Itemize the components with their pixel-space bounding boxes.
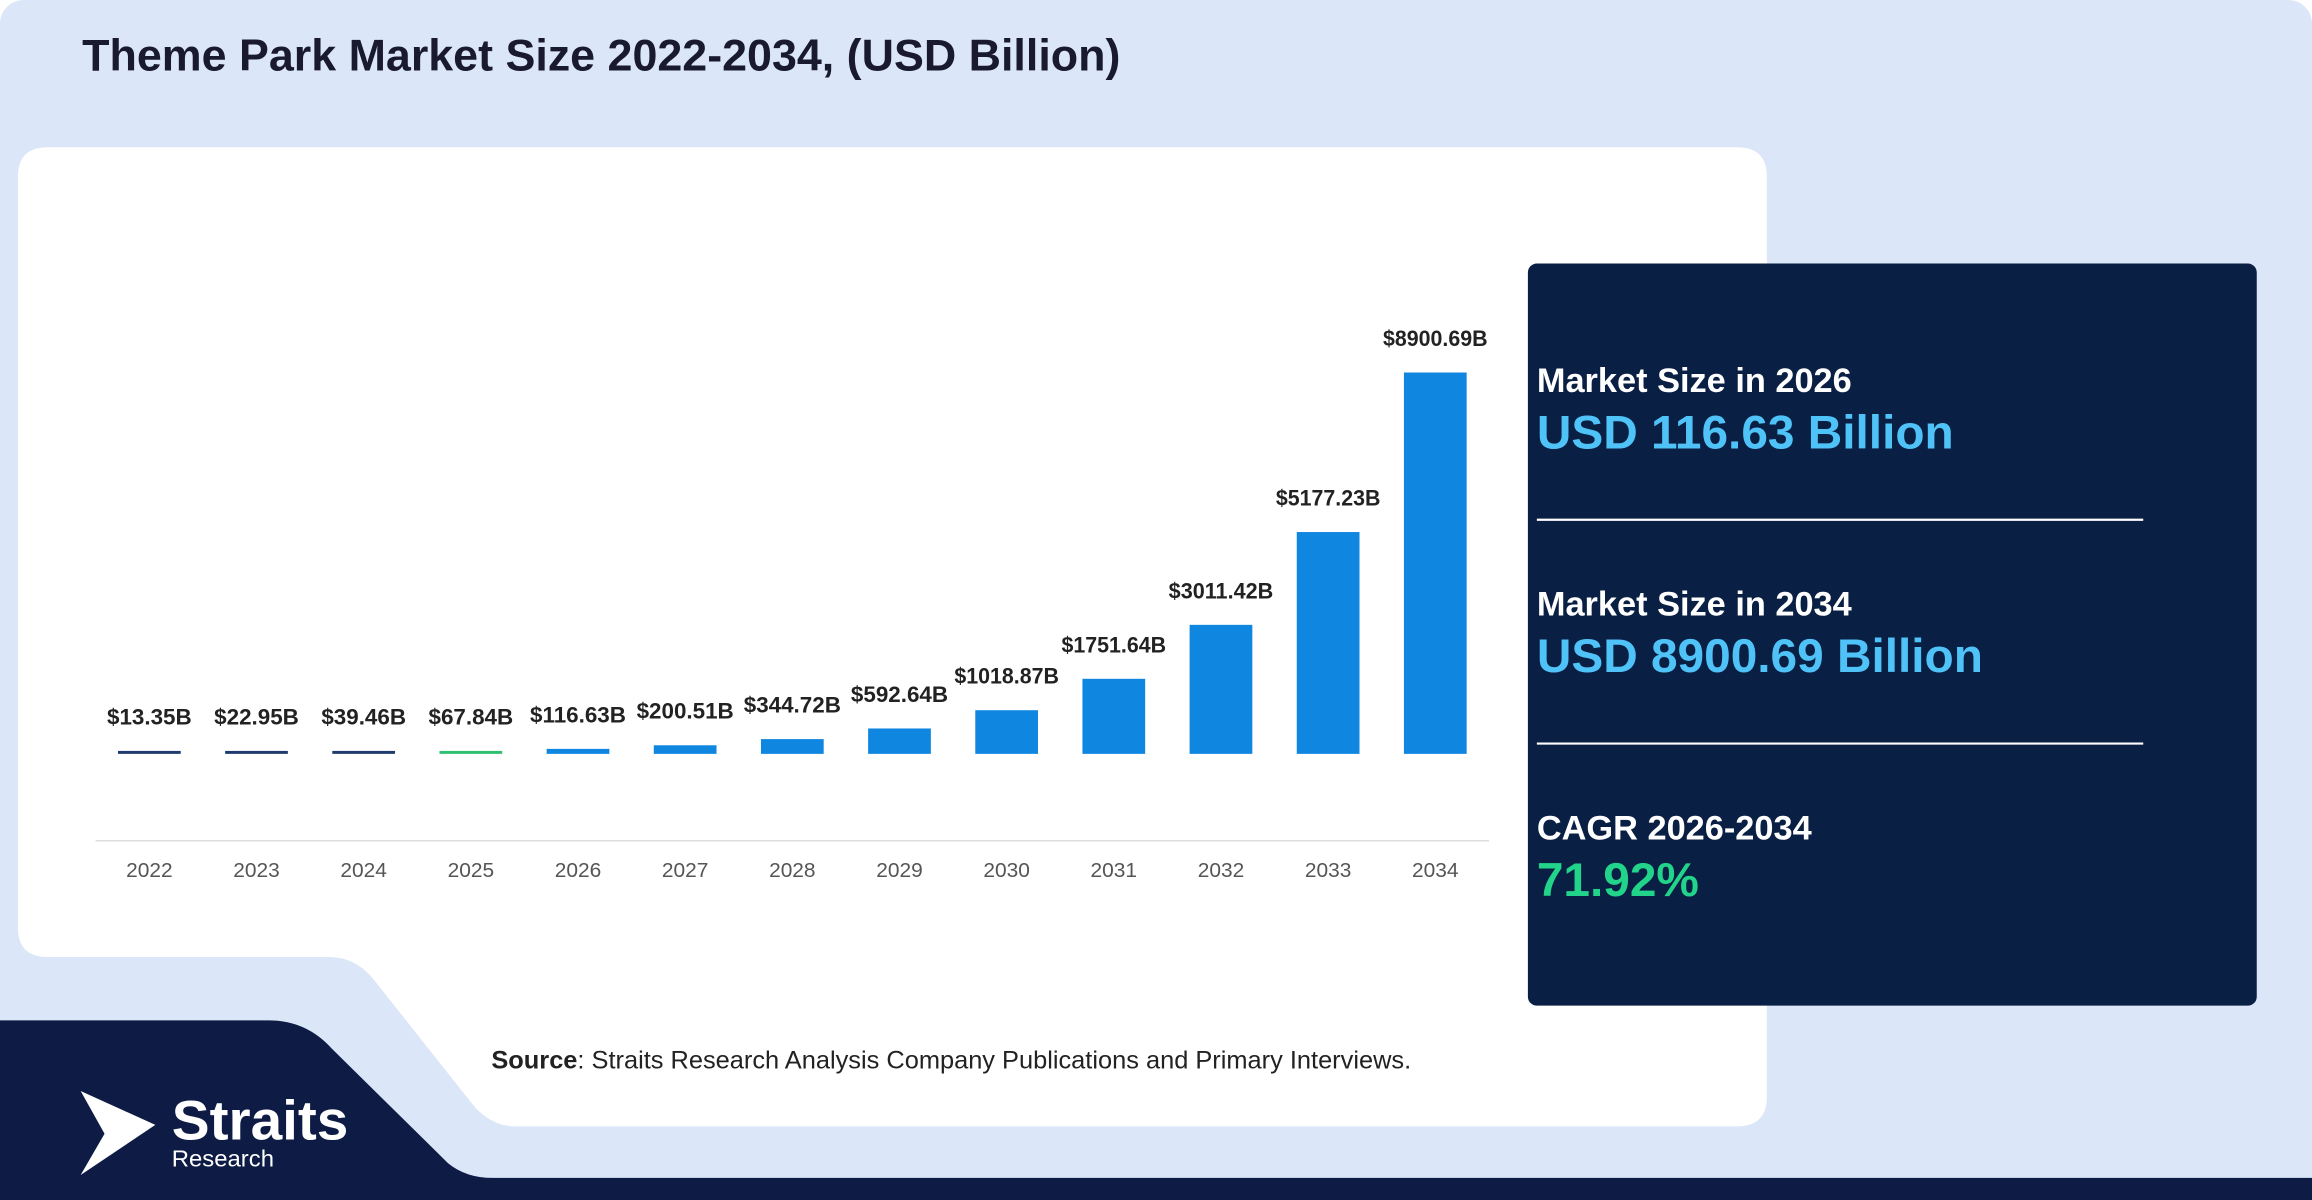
bar bbox=[117, 750, 181, 754]
title: Theme Park Market Size 2022-2034, (USD B… bbox=[82, 32, 1120, 81]
source-text: : Straits Research Analysis Company Publ… bbox=[577, 1046, 1411, 1074]
x-tick-label: 2034 bbox=[1412, 859, 1458, 882]
summary-list: Market Size in 2026 USD 116.63 Billion Mar… bbox=[1537, 362, 2144, 907]
source-label: Source bbox=[491, 1046, 577, 1074]
logo-name: Straits bbox=[172, 1089, 349, 1152]
bar bbox=[1296, 532, 1360, 754]
value-label: $200.51B bbox=[637, 699, 734, 724]
bar bbox=[1189, 624, 1253, 754]
value-label: $39.46B bbox=[321, 705, 406, 730]
x-tick-label: 2028 bbox=[769, 859, 815, 882]
summary-label: CAGR 2026-2034 bbox=[1537, 810, 1812, 848]
value-label: $8900.69B bbox=[1383, 326, 1488, 351]
bar bbox=[653, 745, 717, 754]
x-tick-label: 2030 bbox=[983, 859, 1029, 882]
bar bbox=[1082, 678, 1146, 754]
x-tick-label: 2031 bbox=[1091, 859, 1137, 882]
value-label: $13.35B bbox=[107, 705, 192, 730]
bar bbox=[975, 710, 1039, 754]
bar bbox=[439, 750, 503, 754]
chart-card bbox=[17, 147, 1767, 1127]
x-tick-label: 2026 bbox=[555, 859, 601, 882]
x-tick-label: 2022 bbox=[126, 859, 172, 882]
source-note: Source: Straits Research Analysis Compan… bbox=[491, 1046, 1411, 1074]
x-tick-label: 2027 bbox=[662, 859, 708, 882]
value-label: $344.72B bbox=[744, 693, 841, 718]
summary-label: Market Size in 2026 bbox=[1537, 362, 1852, 400]
value-label: $116.63B bbox=[530, 702, 626, 727]
value-label: $1751.64B bbox=[1062, 632, 1167, 657]
logo-mark bbox=[80, 1091, 156, 1175]
x-tick-label: 2029 bbox=[876, 859, 922, 882]
value-label: $5177.23B bbox=[1276, 486, 1381, 511]
plot: $13.35B 2022 $22.95B 2023 $39.46B 2024 $67.84B… bbox=[107, 326, 1488, 882]
bar bbox=[868, 728, 931, 754]
x-tick-label: 2024 bbox=[340, 859, 386, 882]
bar bbox=[760, 739, 824, 754]
bar bbox=[225, 750, 288, 754]
summary-value: 71.92% bbox=[1537, 854, 1699, 907]
logo-sub: Research bbox=[172, 1147, 274, 1173]
x-tick-label: 2032 bbox=[1198, 859, 1245, 882]
x-tick-label: 2023 bbox=[233, 859, 279, 882]
value-label: $3011.42B bbox=[1169, 578, 1274, 603]
summary-value: USD 8900.69 Billion bbox=[1537, 630, 1983, 683]
bar bbox=[546, 748, 610, 754]
summary-panel bbox=[1527, 263, 2257, 1006]
bar bbox=[1403, 372, 1467, 754]
bar bbox=[332, 750, 396, 754]
x-tick-label: 2025 bbox=[448, 859, 494, 882]
footer-band bbox=[0, 1020, 2312, 1200]
summary-label: Market Size in 2034 bbox=[1537, 586, 1852, 624]
value-label: $1018.87B bbox=[954, 664, 1059, 689]
x-tick-label: 2033 bbox=[1305, 859, 1352, 882]
value-label: $67.84B bbox=[429, 705, 514, 730]
value-label: $22.95B bbox=[214, 705, 299, 730]
summary-value: USD 116.63 Billion bbox=[1537, 407, 1954, 460]
value-label: $592.64B bbox=[851, 682, 948, 707]
